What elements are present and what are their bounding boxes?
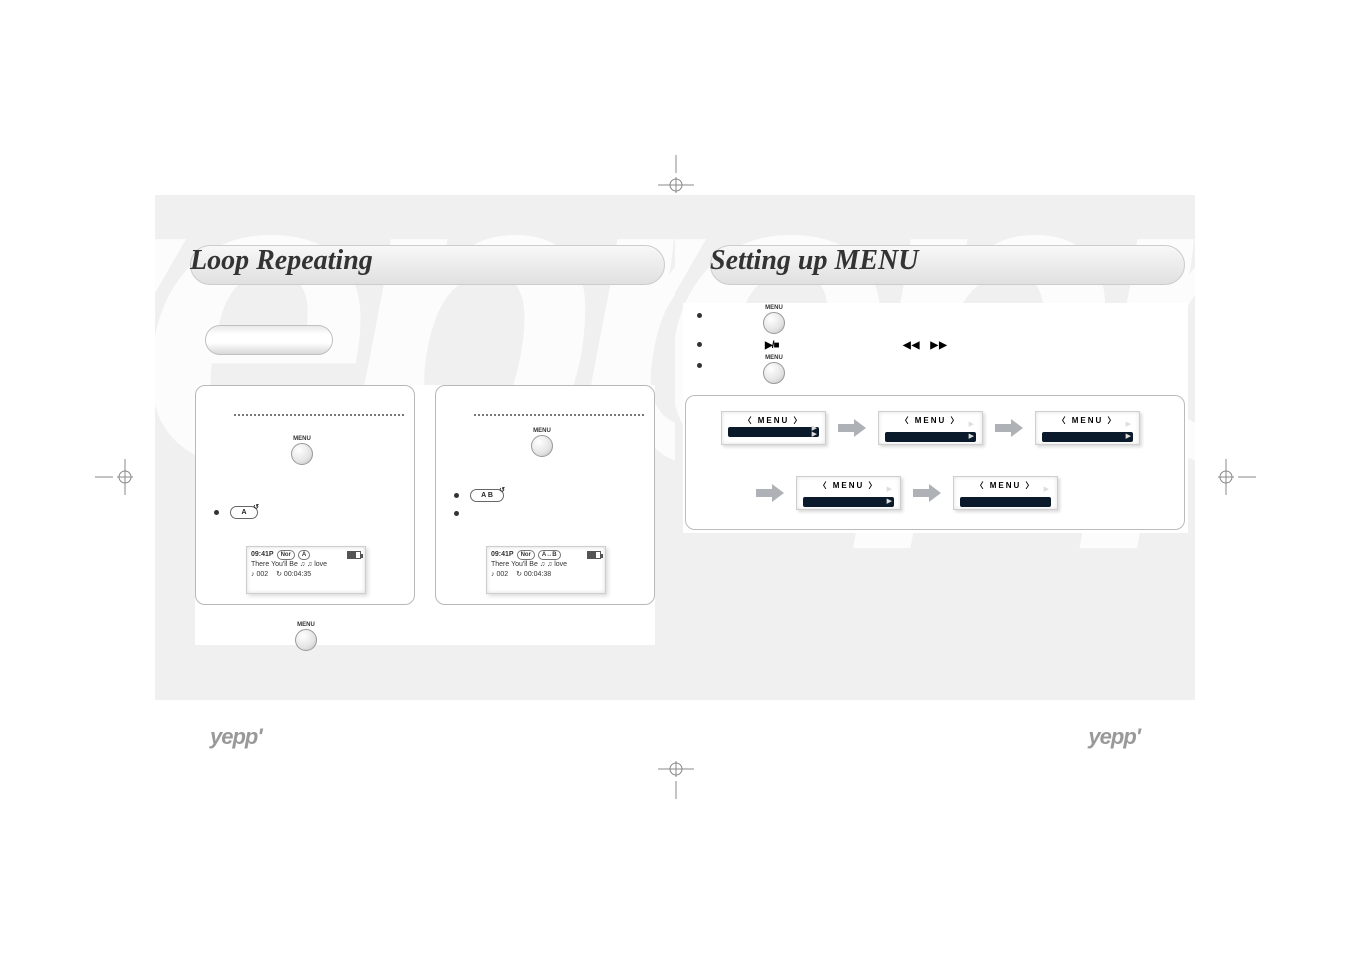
panel-ending-point: MENU A B 09:41P Nor A↔B There You'll Be … — [435, 385, 655, 605]
menu-button-icon[interactable] — [295, 629, 317, 651]
flow-arrow-icon — [913, 484, 941, 502]
brand-logo-left: yepp' — [210, 724, 262, 750]
page-title-left: Loop Repeating — [190, 245, 373, 277]
menu-screen-title: 〈 MENU 〉 — [1036, 415, 1139, 426]
lcd-track-title: There You'll Be ♫ ♫ love — [491, 560, 601, 570]
menu-button-icon[interactable] — [763, 312, 785, 334]
instruction-panel: MENU ▶/■ ◀◀ ▶▶ MENU — [685, 305, 1185, 390]
right-page: Setting up MENU MENU ▶/■ ◀◀ ▶▶ MENU — [675, 195, 1195, 760]
lcd-track-title: There You'll Be ♫ ♫ love — [251, 560, 361, 570]
battery-icon — [587, 551, 601, 559]
scroll-arrows-icon: ▶ — [887, 487, 892, 493]
lcd-mode-chip: Nor — [277, 550, 295, 560]
flow-arrow-icon — [995, 419, 1023, 437]
menu-button-label: MENU — [763, 355, 785, 361]
lcd-screen-b: 09:41P Nor A↔B There You'll Be ♫ ♫ love … — [486, 546, 606, 594]
scroll-arrows-icon: ▶ — [969, 434, 974, 440]
menu-screen-title: 〈 MENU 〉 — [954, 480, 1057, 491]
page-title-right: Setting up MENU — [710, 245, 919, 277]
dotted-line — [474, 414, 644, 416]
lcd-ab-chip: A↔B — [538, 550, 561, 560]
scroll-arrows-icon: ▶ — [1044, 487, 1049, 493]
crop-mark-right — [1216, 447, 1256, 507]
menu-button-icon[interactable] — [763, 362, 785, 384]
menu-button-icon[interactable] — [531, 435, 553, 457]
lcd-ab-chip: A — [298, 550, 310, 560]
bullet-icon — [697, 313, 702, 318]
lcd-mode-chip: Nor — [517, 550, 535, 560]
instruction-row-2 — [454, 511, 465, 516]
nav-icons: ◀◀ ▶▶ — [903, 340, 948, 351]
scroll-arrows-icon: ▶ — [887, 499, 892, 505]
crop-mark-top — [646, 155, 706, 195]
menu-screen-1: 〈 MENU 〉 ▶▶ — [721, 411, 826, 445]
battery-icon — [347, 551, 361, 559]
bullet-icon — [697, 342, 702, 347]
loop-a-chip: A — [230, 506, 258, 519]
instruction-line-1 — [697, 313, 708, 318]
lcd-screen-a: 09:41P Nor A There You'll Be ♫ ♫ love ♪ … — [246, 546, 366, 594]
menu-screen-5: 〈 MENU 〉 ▶ — [953, 476, 1058, 510]
menu-button-group: MENU — [291, 436, 313, 470]
menu-button-label: MENU — [291, 436, 313, 442]
menu-screen-highlight — [728, 427, 819, 437]
loop-ab-chip: A B — [470, 489, 504, 502]
forward-icon: ▶▶ — [930, 340, 947, 351]
decorative-lozenge — [205, 325, 333, 355]
instruction-row: A B — [454, 489, 504, 502]
menu-screen-highlight — [960, 497, 1051, 507]
menu-button-group: MENU — [763, 305, 785, 339]
instruction-line-3 — [697, 363, 708, 368]
menu-screen-highlight — [885, 432, 976, 442]
flow-arrow-icon — [756, 484, 784, 502]
panel-starting-point: MENU A 09:41P Nor A There You'll Be ♫ ♫ … — [195, 385, 415, 605]
brand-logo-right: yepp' — [1088, 724, 1140, 750]
menu-screen-3: 〈 MENU 〉 ▶ ▶ — [1035, 411, 1140, 445]
play-pause-icon: ▶/■ — [765, 340, 779, 351]
bullet-icon — [214, 510, 219, 515]
instruction-line-2 — [697, 342, 708, 347]
instruction-row: A — [214, 506, 258, 519]
lcd-elapsed: ↻ 00:04:38 — [516, 570, 551, 580]
menu-screen-title: 〈 MENU 〉 — [797, 480, 900, 491]
menu-button-label: MENU — [295, 622, 317, 628]
scroll-arrows-icon: ▶ — [1126, 434, 1131, 440]
menu-screen-highlight — [1042, 432, 1133, 442]
menu-screen-highlight — [803, 497, 894, 507]
menu-button-group-bottom: MENU — [295, 622, 317, 656]
lcd-time: 09:41P — [491, 550, 514, 560]
menu-screen-2: 〈 MENU 〉 ▶ ▶ — [878, 411, 983, 445]
lcd-track-num: ♪ 002 — [491, 570, 508, 580]
left-page: Loop Repeating MENU A 09:41P Nor A There — [155, 195, 675, 760]
lcd-track-num: ♪ 002 — [251, 570, 268, 580]
lcd-elapsed: ↻ 00:04:35 — [276, 570, 311, 580]
scroll-arrows-icon: ▶ — [1126, 422, 1131, 428]
crop-mark-bottom — [646, 759, 706, 799]
bullet-icon — [697, 363, 702, 368]
menu-button-label: MENU — [763, 305, 785, 311]
flow-arrow-icon — [838, 419, 866, 437]
menu-button-group: MENU — [531, 428, 553, 462]
menu-screen-title: 〈 MENU 〉 — [722, 415, 825, 426]
menu-flow-panel: 〈 MENU 〉 ▶▶ 〈 MENU 〉 ▶ ▶ 〈 MENU 〉 ▶ ▶ — [685, 395, 1185, 530]
menu-button-icon[interactable] — [291, 443, 313, 465]
page-spread: Loop Repeating MENU A 09:41P Nor A There — [155, 195, 1195, 760]
dotted-line — [234, 414, 404, 416]
menu-screen-title: 〈 MENU 〉 — [879, 415, 982, 426]
bullet-icon — [454, 493, 459, 498]
crop-mark-left — [95, 447, 135, 507]
menu-button-group: MENU — [763, 355, 785, 389]
bullet-icon — [454, 511, 459, 516]
scroll-arrows-icon: ▶▶ — [812, 426, 817, 438]
rewind-icon: ◀◀ — [903, 340, 920, 351]
menu-button-label: MENU — [531, 428, 553, 434]
menu-screen-4: 〈 MENU 〉 ▶ ▶ — [796, 476, 901, 510]
lcd-time: 09:41P — [251, 550, 274, 560]
scroll-arrows-icon: ▶ — [969, 422, 974, 428]
